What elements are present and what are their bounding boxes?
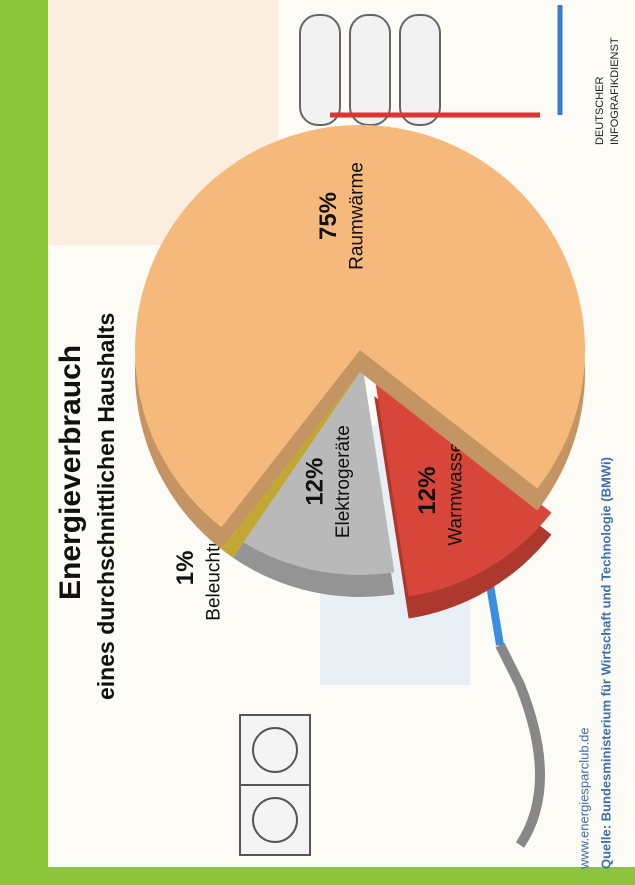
chart-title: Energieverbrauch [54,345,87,600]
chart-subtitle: eines durchschnittlichen Haushalts [93,313,119,700]
pie-slice-side [221,372,360,558]
green-band [0,0,48,885]
brand: INFOGRAFIKDIENST [609,37,621,145]
pie-slice [232,350,395,575]
pie-label: 12% [414,467,441,515]
pie-category: Raumwärme [347,162,368,270]
pie-category: Warmwasser [445,435,466,546]
source-url: www.energiesparclub.de [576,727,591,870]
brand: DEUTSCHER [594,76,606,145]
pie-label: 1% [172,551,199,586]
green-band-left [0,867,635,885]
source: Quelle: Bundesministerium für Wirtschaft… [598,457,613,869]
radiator [299,5,563,126]
pie-slice [374,374,552,597]
pie-category: Elektrogeräte [333,425,354,538]
shower-hose [495,642,545,848]
pie-label: 12% [301,458,328,506]
pie-slice [135,125,585,528]
socket [239,714,311,856]
pie-label: 75% [315,192,342,240]
